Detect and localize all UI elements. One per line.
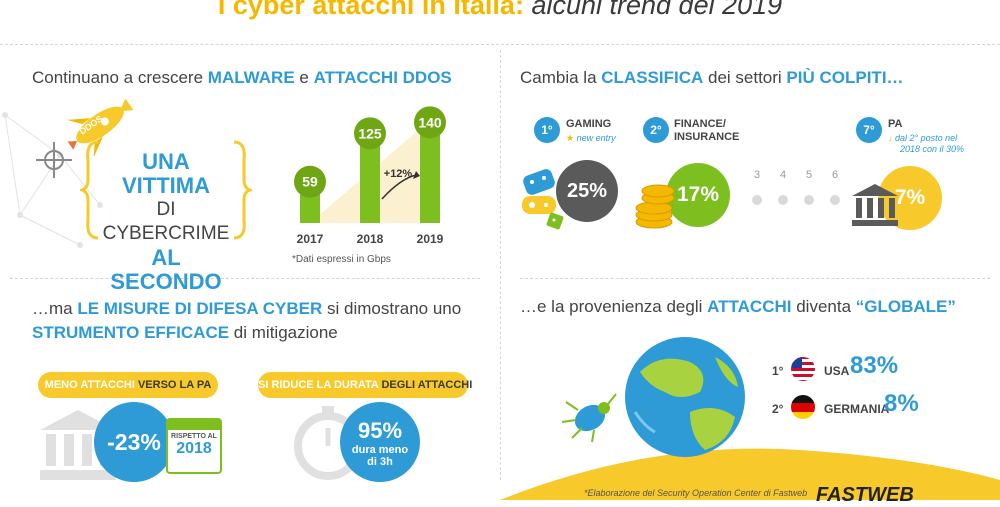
sector-gaming-pct: 25% bbox=[556, 160, 618, 222]
x-tick-2019: 2019 bbox=[417, 232, 444, 246]
bar-2019 bbox=[420, 120, 440, 223]
duration-line1: dura meno bbox=[351, 444, 409, 456]
pill-duration: SI RIDUCE LA DURATA DEGLI ATTACCHI bbox=[258, 372, 472, 398]
chart-footnote: *Dati espressi in Gbps bbox=[292, 254, 391, 265]
rank-6-dot bbox=[830, 195, 840, 205]
country-1-name: USA bbox=[824, 364, 850, 378]
defense-heading: …ma LE MISURE DI DIFESA CYBER si dimostr… bbox=[32, 299, 462, 342]
bar-value-bubble-2019 bbox=[414, 106, 446, 139]
duration-line2: di 3h bbox=[367, 456, 393, 468]
bank-icon bbox=[852, 184, 898, 226]
duration-circle: 95% dura meno di 3h bbox=[340, 402, 420, 482]
sector-pa-pct: 7% bbox=[878, 166, 942, 230]
country-2-name: GERMANIA bbox=[824, 402, 890, 416]
page-title: I cyber attacchi in Italia: alcuni trend… bbox=[0, 0, 1000, 21]
globe-icon bbox=[625, 337, 745, 457]
title-italic: alcuni trend del 2019 bbox=[531, 0, 783, 20]
bar-value-label-2018: 125 bbox=[358, 125, 382, 141]
source-note: *Elaborazione del Security Operation Cen… bbox=[584, 488, 808, 498]
sectors-heading: Cambia la CLASSIFICA dei settori PIÙ COL… bbox=[520, 68, 904, 87]
victim-text: UNA VITTIMA DI CYBERCRIME AL SECONDO bbox=[102, 149, 230, 294]
sector-gaming-name: GAMING bbox=[566, 118, 612, 130]
fastweb-logo: FASTWEB bbox=[816, 484, 914, 506]
x-tick-2017: 2017 bbox=[297, 232, 324, 246]
sector-pa-note: ↓ dal 2° posto nel 2018 con il 30% bbox=[888, 133, 965, 154]
country-1-pct: 83% bbox=[850, 352, 899, 379]
bug-icon bbox=[561, 393, 617, 443]
growth-annotation: +12% bbox=[384, 168, 413, 180]
ddos-bar-chart: 59 2017 125 2018 140 2019 +12% bbox=[294, 106, 446, 246]
right-horizontal-divider bbox=[520, 278, 990, 279]
vertical-divider bbox=[500, 50, 501, 480]
growth-arrow-icon bbox=[381, 174, 417, 200]
bar-value-bubble-2017 bbox=[294, 165, 326, 198]
rank-4-dot bbox=[778, 195, 788, 205]
pill-fewer-attacks: MENO ATTACCHI VERSO LA PA bbox=[38, 372, 218, 398]
bar-value-bubble-2018 bbox=[354, 117, 386, 150]
rank-3-label: 3 bbox=[753, 169, 761, 181]
rank-1-badge: 1° bbox=[534, 117, 560, 143]
title-bold: I cyber attacchi in Italia: bbox=[217, 0, 524, 20]
country-2-pct: 8% bbox=[884, 390, 919, 417]
country-2-rank: 2° bbox=[772, 402, 784, 416]
calendar-year: 2018 bbox=[176, 440, 212, 457]
crosshair-icon bbox=[36, 142, 72, 178]
bar-value-label-2017: 59 bbox=[302, 174, 318, 190]
yellow-ground-shape bbox=[500, 448, 1000, 500]
middle-ranks: 3 4 5 6 bbox=[750, 165, 840, 215]
calendar-line1: RISPETTO AL bbox=[171, 433, 217, 440]
rank-5-dot bbox=[804, 195, 814, 205]
sector-pa-name: PA bbox=[888, 118, 903, 130]
sector-finance-pct: 17% bbox=[666, 163, 730, 227]
growth-arrowhead-icon bbox=[413, 171, 420, 179]
duration-pct: 95% bbox=[357, 418, 403, 443]
gamepad-icon bbox=[522, 169, 564, 230]
germany-flag-icon bbox=[791, 395, 815, 419]
bar-2018 bbox=[360, 131, 380, 223]
rank-3-dot bbox=[752, 195, 762, 205]
right-brace-icon bbox=[233, 140, 252, 240]
top-divider bbox=[0, 44, 1000, 45]
coins-icon bbox=[635, 184, 675, 229]
left-brace-icon bbox=[80, 140, 99, 240]
rank-4-label: 4 bbox=[779, 169, 787, 181]
sector-finance-name: FINANCE/ INSURANCE bbox=[674, 118, 740, 143]
bar-value-label-2019: 140 bbox=[418, 114, 442, 130]
left-horizontal-divider bbox=[10, 278, 480, 279]
usa-flag-icon bbox=[791, 357, 815, 381]
calendar-icon: RISPETTO AL 2018 bbox=[166, 418, 222, 474]
rank-7-badge: 7° bbox=[856, 117, 882, 143]
malware-heading: Continuano a crescere MALWARE e ATTACCHI… bbox=[32, 68, 452, 87]
rank-2-badge: 2° bbox=[643, 117, 669, 143]
rank-5-label: 5 bbox=[805, 169, 813, 181]
reduction-pct: -23% bbox=[94, 402, 174, 482]
rank-6-label: 6 bbox=[831, 169, 839, 181]
origin-heading: …e la provenienza degli ATTACCHI diventa… bbox=[520, 297, 956, 316]
x-tick-2018: 2018 bbox=[357, 232, 384, 246]
country-1-rank: 1° bbox=[772, 364, 784, 378]
sector-gaming-note: ★ new entry bbox=[566, 133, 616, 143]
